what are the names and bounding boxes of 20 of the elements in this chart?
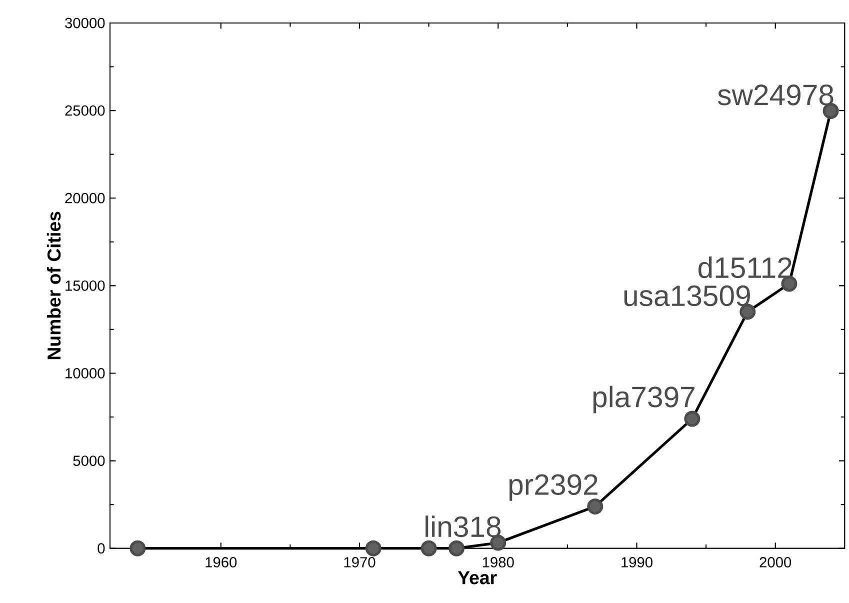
- x-tick-label: 1970: [344, 557, 376, 568]
- x-tick-label: 1990: [622, 557, 652, 568]
- y-tick-label: 15000: [66, 280, 105, 291]
- annotation: pr2392: [509, 474, 598, 501]
- y-tick-label: 10000: [66, 368, 105, 378]
- y-axis-title: Number of Cities: [46, 212, 61, 360]
- annotation: usa13509: [624, 285, 750, 306]
- y-tick-label: 25000: [65, 105, 105, 116]
- y-tick-label: 5000: [73, 456, 105, 466]
- x-tick-label: 2000: [760, 557, 792, 568]
- x-tick-label: 1960: [206, 557, 237, 568]
- y-tick-label: 30000: [65, 18, 105, 28]
- y-tick-label: 20000: [65, 192, 105, 204]
- annotation: lin318: [426, 516, 501, 538]
- annotation: pla7397: [593, 386, 694, 414]
- x-tick-label: 1980: [482, 557, 514, 568]
- annotation: d15112: [698, 256, 792, 278]
- x-axis-title: Year: [458, 571, 497, 584]
- annotation: sw24978: [718, 84, 834, 106]
- y-tick-label: 0: [98, 543, 105, 554]
